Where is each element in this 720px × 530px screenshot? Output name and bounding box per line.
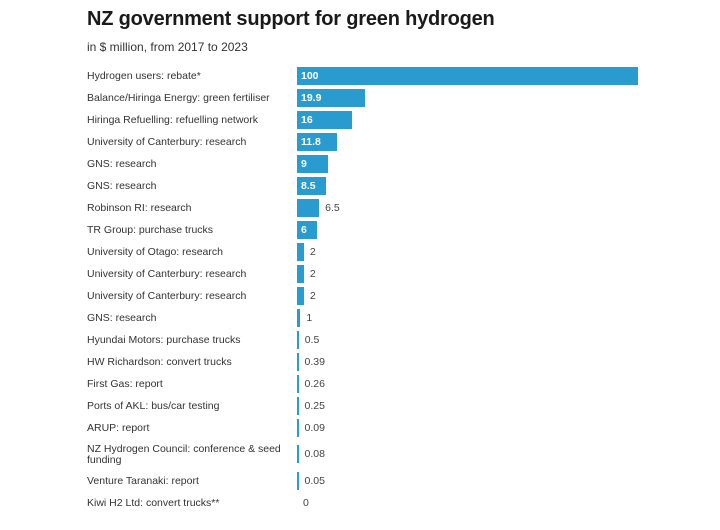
- bar-row: Ports of AKL: bus/car testing 0.25: [87, 395, 647, 417]
- bar-value: 8.5: [301, 180, 316, 192]
- bar-value: 0.25: [304, 400, 325, 412]
- bar-value: 0.26: [304, 378, 325, 390]
- bar-label: Hyundai Motors: purchase trucks: [87, 333, 241, 346]
- bar-label: TR Group: purchase trucks: [87, 223, 214, 236]
- chart-title: NZ government support for green hydrogen: [87, 8, 495, 30]
- bar: [297, 133, 338, 151]
- bar-row: GNS: research 1: [87, 307, 647, 329]
- bar-row: University of Otago: research 2: [87, 241, 647, 263]
- bar-row: TR Group: purchase trucks 6: [87, 219, 647, 241]
- bar-label: HW Richardson: convert trucks: [87, 355, 232, 368]
- bar: [297, 375, 299, 393]
- bar-row: ARUP: report 0.09: [87, 417, 647, 439]
- bar-chart: Hydrogen users: rebate* 100 Balance/Hiring…: [87, 65, 647, 514]
- bar-label: Hiringa Refuelling: refuelling network: [87, 113, 259, 126]
- bar-label: ARUP: report: [87, 421, 150, 434]
- bar-label: GNS: research: [87, 311, 157, 324]
- bar: [297, 265, 304, 283]
- bar-value: 2: [309, 290, 316, 302]
- bar-label: GNS: research: [87, 179, 157, 192]
- bar-row: Hiringa Refuelling: refuelling network 16: [87, 109, 647, 131]
- bar-label: Balance/Hiringa Energy: green fertiliser: [87, 91, 270, 104]
- bar-value: 0.09: [304, 422, 325, 434]
- bar-value: 100: [301, 70, 319, 82]
- bar-row: HW Richardson: convert trucks 0.39: [87, 351, 647, 373]
- bar-value: 0.5: [304, 334, 320, 346]
- bar-row: Kiwi H2 Ltd: convert trucks** 0: [87, 492, 647, 514]
- bar-label: University of Canterbury: research: [87, 135, 247, 148]
- bar: [297, 243, 304, 261]
- bar-row: GNS: research 9: [87, 153, 647, 175]
- bar-label: University of Canterbury: research: [87, 267, 247, 280]
- bar-row: Hyundai Motors: purchase trucks 0.5: [87, 329, 647, 351]
- bar: [297, 353, 299, 371]
- bar-row: University of Canterbury: research 11.8: [87, 131, 647, 153]
- bar: [297, 445, 299, 463]
- bar: [297, 199, 320, 217]
- bar-row: NZ Hydrogen Council: conference & seed f…: [87, 439, 647, 470]
- bar: [297, 155, 328, 173]
- bar-label: Ports of AKL: bus/car testing: [87, 399, 220, 412]
- chart-subtitle: in $ million, from 2017 to 2023: [87, 40, 248, 54]
- bar-value: 9: [301, 158, 307, 170]
- bar-row: Hydrogen users: rebate* 100: [87, 65, 647, 87]
- bar-row: University of Canterbury: research 2: [87, 285, 647, 307]
- bar: [297, 309, 301, 327]
- bar-label: Kiwi H2 Ltd: convert trucks**: [87, 496, 220, 509]
- bar: [297, 397, 299, 415]
- bar-label: GNS: research: [87, 157, 157, 170]
- bar-value: 6.5: [325, 202, 340, 214]
- bar-label: Venture Taranaki: report: [87, 474, 199, 487]
- bar-label: University of Canterbury: research: [87, 289, 247, 302]
- bar-label: University of Otago: research: [87, 245, 223, 258]
- bar: [297, 177, 326, 195]
- bar-label: Hydrogen users: rebate*: [87, 69, 201, 82]
- bar: [297, 111, 352, 129]
- bar-label: First Gas: report: [87, 377, 163, 390]
- bar-label: Robinson RI: research: [87, 201, 192, 214]
- bar-value: 6: [301, 224, 307, 236]
- bar-row: Robinson RI: research 6.5: [87, 197, 647, 219]
- bar-value: 0.39: [304, 356, 325, 368]
- bar-value: 16: [301, 114, 313, 126]
- bar-value: 0.08: [304, 448, 325, 460]
- bar-value: 2: [309, 246, 316, 258]
- bar-value: 2: [309, 268, 316, 280]
- bar-label: NZ Hydrogen Council: conference & seed f…: [87, 442, 281, 466]
- bar: [297, 221, 318, 239]
- bar: [297, 67, 638, 85]
- bar-row: Balance/Hiringa Energy: green fertiliser…: [87, 87, 647, 109]
- bar-row: First Gas: report 0.26: [87, 373, 647, 395]
- bar-value: 0.05: [304, 475, 325, 487]
- bar-value: 19.9: [301, 92, 322, 104]
- bar-row: Venture Taranaki: report 0.05: [87, 470, 647, 492]
- bar: [297, 287, 304, 305]
- bar-row: University of Canterbury: research 2: [87, 263, 647, 285]
- bar: [297, 472, 299, 490]
- bar: [297, 89, 365, 107]
- bar-value: 1: [306, 312, 313, 324]
- bar-value: 11.8: [301, 136, 321, 148]
- bar: [297, 419, 299, 437]
- bar: [297, 331, 299, 349]
- bar-row: GNS: research 8.5: [87, 175, 647, 197]
- bar-value: 0: [303, 497, 309, 509]
